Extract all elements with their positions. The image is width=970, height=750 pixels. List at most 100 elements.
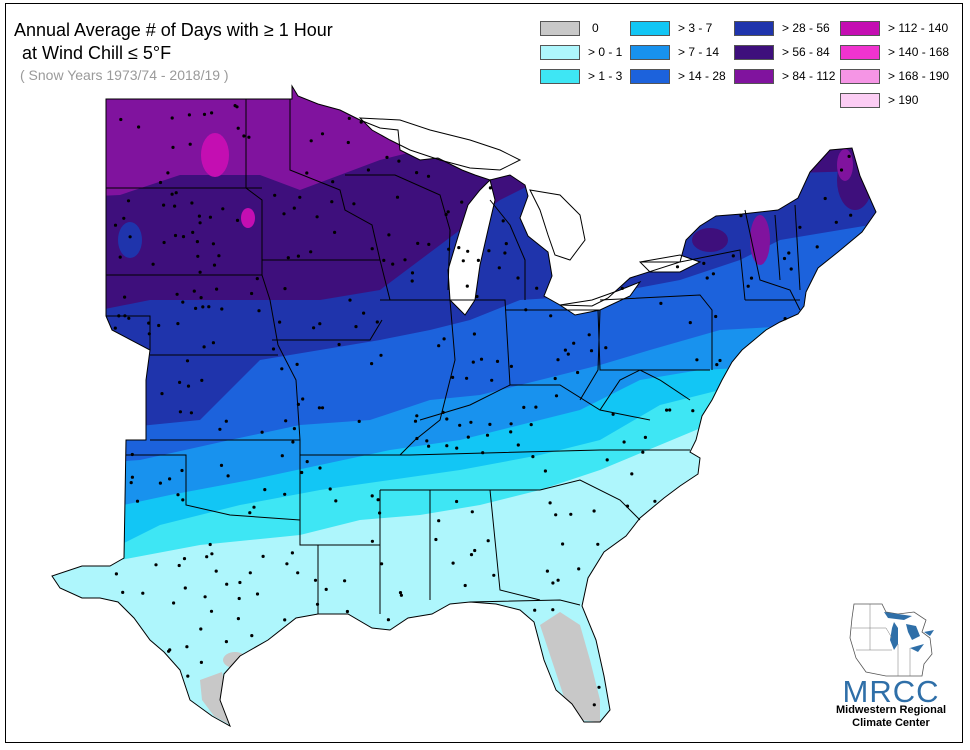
station-dot	[238, 580, 242, 585]
station-dot	[324, 587, 328, 592]
station-dot	[312, 326, 316, 330]
station-dot	[257, 309, 261, 313]
station-dot	[789, 267, 793, 271]
station-dot	[554, 513, 558, 517]
station-dot	[170, 192, 174, 196]
station-dot	[556, 578, 560, 582]
map-title-line1: Annual Average # of Days with ≥ 1 Hour	[14, 20, 333, 40]
station-dot	[604, 346, 608, 350]
station-dot	[460, 200, 464, 204]
station-dot	[444, 212, 448, 217]
station-dot	[180, 468, 184, 473]
station-dot	[318, 466, 322, 470]
station-dot	[113, 223, 118, 227]
station-dot	[492, 573, 496, 577]
map-subtitle: ( Snow Years 1973/74 - 2018/19 )	[20, 67, 229, 83]
station-dot	[263, 488, 267, 492]
station-dot	[305, 171, 309, 175]
station-dot	[486, 539, 490, 543]
station-dot	[695, 358, 699, 362]
station-dot	[199, 660, 203, 665]
station-dot	[783, 317, 787, 321]
station-dot	[705, 276, 709, 280]
station-dot	[554, 394, 559, 398]
lake-superior	[358, 117, 522, 171]
station-dot	[173, 204, 177, 208]
station-dot	[551, 608, 555, 612]
station-dot	[509, 364, 513, 368]
station-dot	[282, 212, 286, 216]
station-dot	[217, 254, 221, 258]
station-dot	[186, 674, 190, 678]
station-dot	[823, 196, 827, 201]
station-dot	[255, 592, 260, 596]
station-dot	[178, 410, 182, 414]
station-dot	[576, 370, 580, 375]
pocket-ny	[692, 228, 728, 252]
station-dot	[457, 246, 461, 250]
station-dot	[839, 168, 844, 172]
station-dot	[128, 235, 132, 239]
station-dot	[119, 117, 123, 122]
station-dot	[415, 171, 419, 175]
station-dot	[114, 572, 118, 576]
station-dot	[668, 408, 672, 412]
station-dot	[298, 195, 302, 199]
station-dot	[174, 191, 178, 195]
station-dot	[849, 213, 853, 217]
station-dot	[320, 406, 325, 410]
station-dot	[147, 332, 151, 336]
station-dot	[345, 609, 349, 614]
pocket-adirondack	[750, 215, 770, 265]
logo-name-line2: Climate Center	[852, 717, 930, 729]
station-dot	[250, 291, 254, 296]
station-dot	[250, 634, 254, 638]
station-dot	[415, 436, 419, 441]
station-dot	[346, 140, 350, 145]
station-dot	[211, 341, 215, 345]
map-title-line2: at Wind Chill ≤ 5°F	[22, 43, 172, 63]
station-dot	[301, 397, 305, 401]
station-dot	[437, 519, 441, 523]
station-dot	[352, 202, 356, 206]
station-dot	[176, 493, 180, 497]
station-dot	[343, 579, 347, 583]
station-dot	[185, 359, 190, 363]
station-dot	[284, 419, 288, 423]
station-dot	[531, 455, 535, 459]
station-dot	[391, 262, 395, 266]
station-dot	[273, 193, 277, 197]
station-dot	[746, 284, 750, 288]
station-dot	[395, 195, 400, 199]
station-dot	[731, 254, 735, 258]
station-dot	[382, 258, 386, 262]
station-dot	[187, 113, 191, 117]
station-dot	[328, 487, 332, 491]
station-dot	[118, 255, 122, 259]
station-dot	[147, 321, 151, 325]
station-dot	[121, 590, 125, 595]
station-dot	[475, 294, 479, 299]
station-dot	[596, 542, 600, 546]
lake-ontario	[638, 254, 702, 273]
station-dot	[834, 220, 838, 224]
station-dot	[787, 251, 791, 255]
station-dot	[330, 200, 334, 204]
station-dot	[357, 419, 361, 423]
lake-michigan	[447, 179, 496, 316]
station-dot	[625, 504, 630, 508]
station-dot	[376, 498, 380, 502]
pocket-28-56	[118, 222, 142, 258]
station-dot	[260, 430, 264, 434]
station-dot	[291, 440, 295, 444]
station-dot	[175, 292, 179, 296]
station-dot	[242, 134, 246, 138]
station-dot	[221, 207, 225, 211]
station-dot	[296, 254, 300, 258]
station-dot	[691, 409, 695, 413]
station-dot	[416, 241, 420, 245]
station-dot	[509, 430, 513, 434]
station-dot	[370, 494, 374, 498]
station-dot	[348, 298, 352, 302]
station-dot	[592, 509, 596, 513]
